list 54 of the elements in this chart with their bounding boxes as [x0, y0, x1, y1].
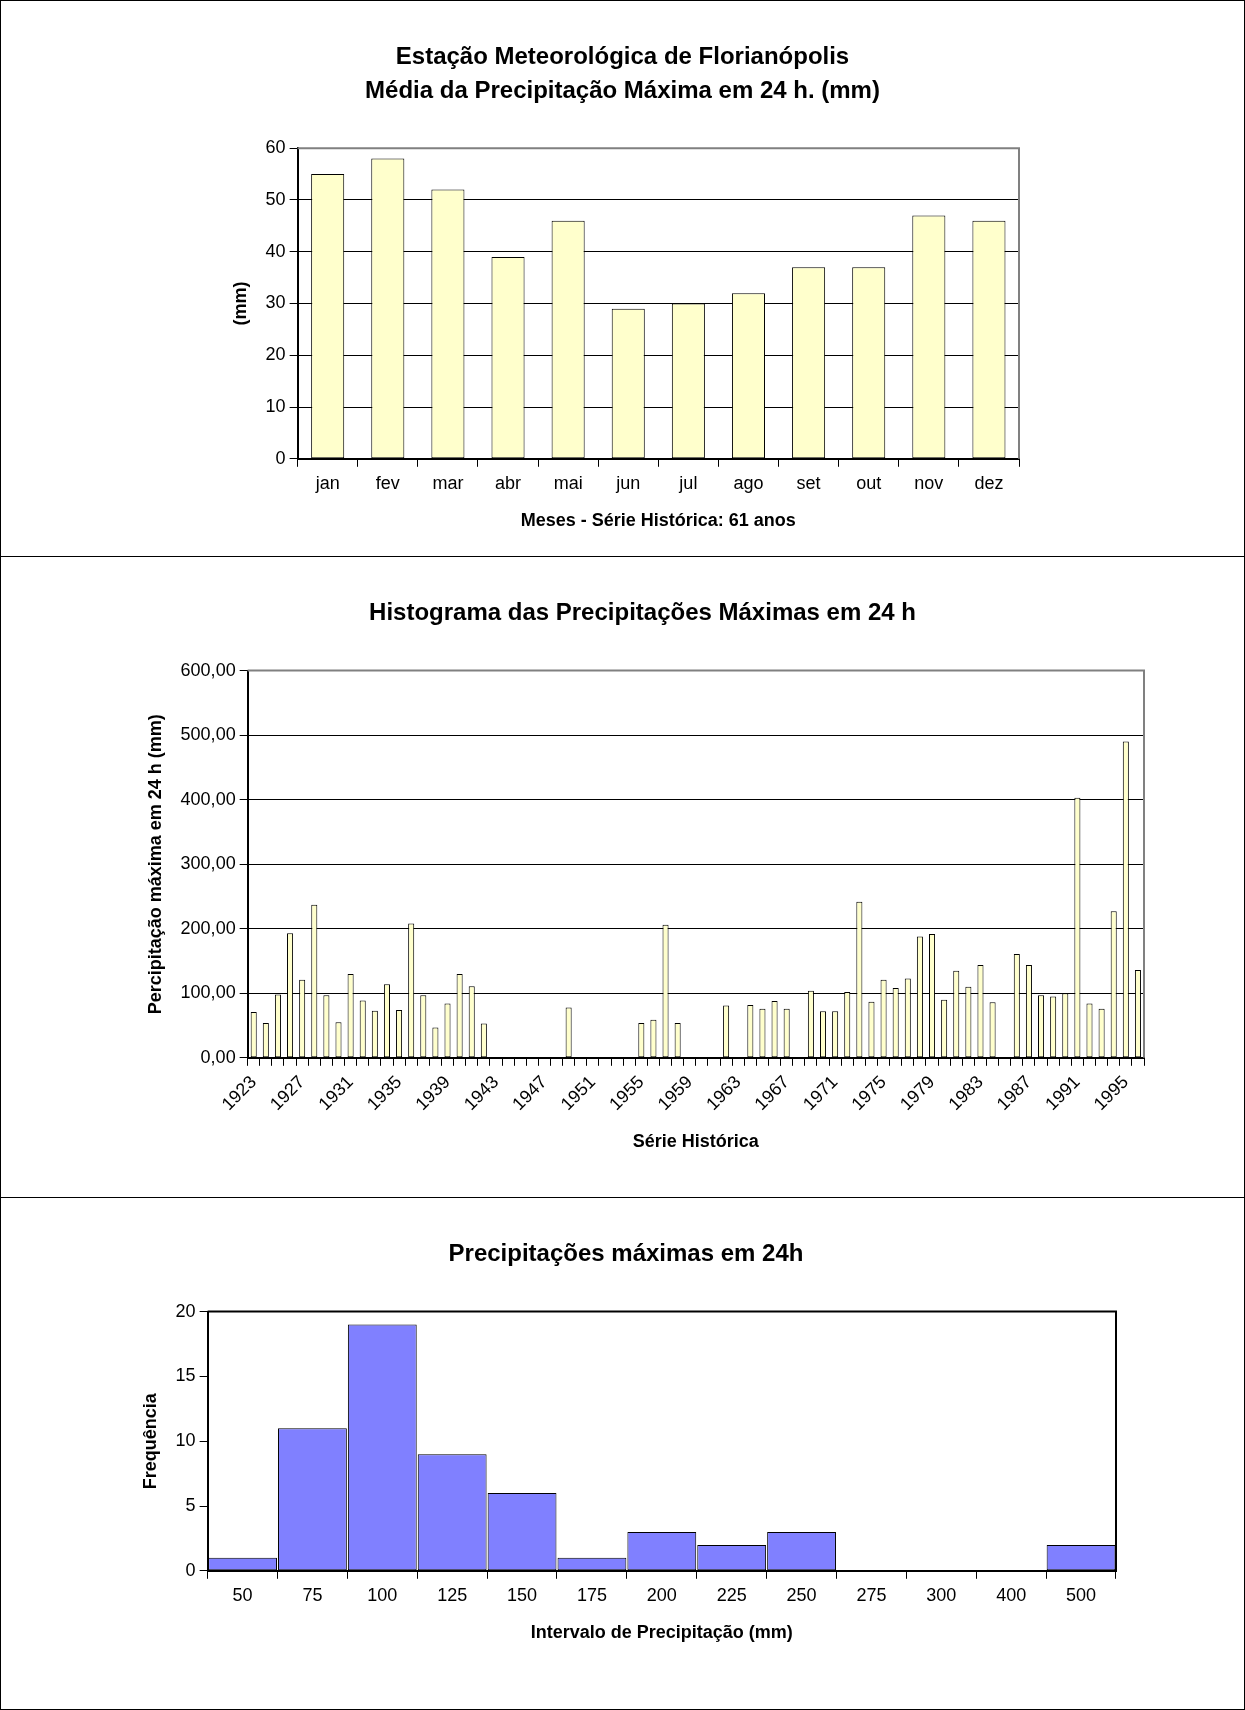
- y-axis-title: (mm): [229, 281, 250, 326]
- y-tick-label: 10: [175, 1430, 196, 1451]
- x-tick-label: ago: [733, 472, 764, 493]
- x-tick-label: dez: [974, 472, 1004, 493]
- x-tick-label: 200: [646, 1584, 677, 1605]
- chart-title: Estação Meteorológica de Florianópolis: [395, 42, 850, 70]
- chart-subtitle: Média da Precipitação Máxima em 24 h. (mm): [365, 76, 880, 104]
- y-tick-label: 100,00: [180, 982, 236, 1003]
- x-tick-label: 100: [367, 1584, 398, 1605]
- x-tick-label: abr: [495, 472, 522, 493]
- y-tick-label: 20: [265, 344, 286, 365]
- y-tick-label: 20: [175, 1300, 196, 1321]
- y-tick-label: 0: [185, 1559, 196, 1580]
- y-tick-label: 50: [265, 188, 286, 209]
- x-tick-label: jan: [314, 472, 340, 493]
- y-tick-label: 200,00: [180, 917, 236, 938]
- x-tick-label: 75: [302, 1584, 323, 1605]
- x-tick-label: mai: [553, 472, 583, 493]
- x-tick-label: jul: [678, 472, 698, 493]
- y-tick-label: 30: [265, 292, 286, 313]
- y-tick-label: 400,00: [180, 788, 236, 809]
- x-tick-label: set: [796, 472, 821, 493]
- y-tick-label: 10: [265, 396, 286, 416]
- x-tick-label: out: [856, 472, 882, 493]
- y-tick-label: 40: [265, 240, 286, 261]
- y-tick-label: 600,00: [180, 659, 236, 680]
- y-axis-title: Frequência: [139, 1392, 160, 1490]
- x-tick-label: 500: [1066, 1584, 1097, 1605]
- x-tick-label: 175: [576, 1584, 607, 1605]
- x-tick-label: 400: [996, 1584, 1027, 1605]
- x-tick-label: fev: [375, 472, 400, 493]
- x-axis-title: Intervalo de Precipitação (mm): [530, 1622, 793, 1643]
- y-tick-label: 60: [265, 137, 286, 158]
- y-tick-label: 500,00: [180, 724, 236, 745]
- x-tick-label: 250: [786, 1584, 817, 1605]
- y-axis-title: Percipitação máxima em 24 h (mm): [144, 714, 165, 1015]
- x-tick-label: 300: [926, 1584, 957, 1605]
- y-tick-label: 300,00: [180, 853, 236, 874]
- y-tick-label: 0,00: [200, 1046, 236, 1067]
- x-axis-title: Série Histórica: [632, 1131, 760, 1152]
- x-axis-title: Meses - Série Histórica: 61 anos: [520, 510, 796, 531]
- x-tick-label: 50: [232, 1584, 253, 1605]
- x-tick-label: 225: [716, 1584, 747, 1605]
- y-tick-label: 15: [175, 1365, 196, 1386]
- chart-title: Precipitações máximas em 24h: [448, 1239, 804, 1267]
- chart-title: Histograma das Precipitações Máximas em 24 h: [369, 598, 916, 626]
- x-tick-label: 150: [507, 1584, 538, 1605]
- x-tick-label: nov: [914, 472, 944, 493]
- x-tick-label: 125: [437, 1584, 468, 1605]
- x-tick-label: jun: [615, 472, 641, 493]
- x-tick-label: mar: [432, 472, 464, 493]
- y-tick-label: 0: [275, 447, 286, 468]
- y-tick-label: 5: [185, 1494, 196, 1515]
- x-tick-label: 275: [856, 1584, 887, 1605]
